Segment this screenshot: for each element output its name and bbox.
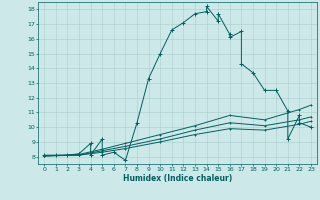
X-axis label: Humidex (Indice chaleur): Humidex (Indice chaleur) <box>123 174 232 183</box>
